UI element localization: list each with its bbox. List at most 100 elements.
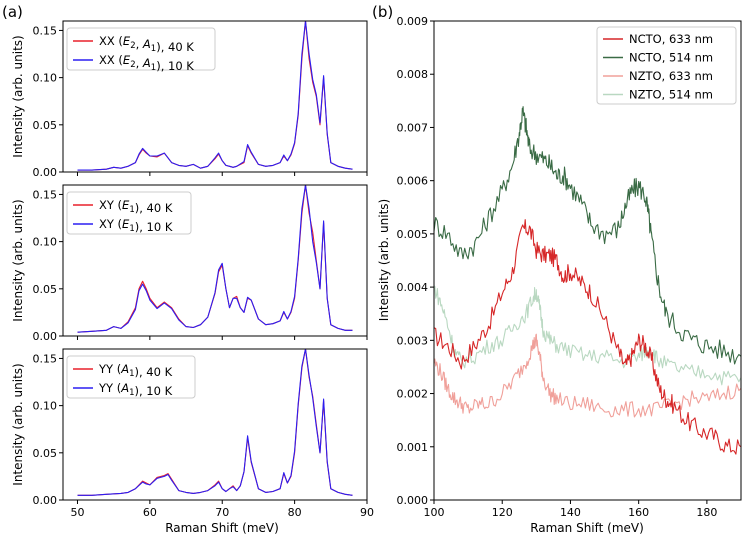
legend-label-xx-0: XX (E2, A1), 40 K	[99, 34, 194, 54]
legend-label-part: ,	[136, 56, 143, 70]
x-tick-label-b: 100	[424, 506, 445, 519]
x-tick-label-b: 120	[492, 506, 513, 519]
legend-label-part: ), 40 K	[156, 40, 194, 54]
legend-label-xy-1: XY (E1), 10 K	[99, 217, 173, 234]
y-tick-label-xy: 0.10	[33, 236, 58, 249]
y-axis-title-yy: Intensity (arb. units)	[11, 363, 25, 485]
legend-label-part: ), 10 K	[135, 384, 173, 398]
legend-label-xx-1: XX (E2, A1), 10 K	[99, 53, 194, 73]
x-tick-label: 80	[288, 506, 302, 519]
y-tick-label-xy: 0.00	[33, 330, 58, 343]
legend-label-part: XY (	[99, 217, 122, 231]
y-tick-label-yy: 0.10	[33, 400, 58, 413]
y-tick-label-b: 0.006	[397, 175, 429, 188]
a-x-axis-title: Raman Shift (meV)	[165, 521, 279, 535]
legend-label-part: 1	[151, 44, 156, 54]
legend-label-part: 1	[151, 63, 156, 73]
series-line-b-0	[434, 219, 741, 455]
y-tick-label-xy: 0.05	[33, 283, 58, 296]
legend-label-part: A	[142, 56, 151, 70]
legend-label-part: 1	[129, 205, 134, 215]
legend-label-yy-0: YY (A1), 40 K	[98, 362, 173, 379]
legend-label-xy-0: XY (E1), 40 K	[99, 198, 173, 215]
legend-label-part: XX (	[99, 34, 123, 48]
plot-frame-xy	[62, 184, 368, 337]
series-line-yy-1	[77, 349, 353, 496]
legend-label-part: YY (	[98, 362, 121, 376]
y-tick-label-yy: 0.00	[33, 494, 58, 507]
y-tick-label-xx: 0.05	[33, 119, 58, 132]
y-tick-label-b: 0.004	[397, 281, 429, 294]
legend-label-part: ), 40 K	[135, 365, 173, 379]
legend-label-part: A	[120, 381, 129, 395]
legend-label-b-3: NZTO, 514 nm	[629, 88, 713, 102]
x-tick-label-b: 180	[696, 506, 717, 519]
legend-label-part: ,	[136, 37, 143, 51]
legend-label-part: E	[122, 198, 130, 212]
legend-label-part: ), 40 K	[135, 201, 173, 215]
subplot-yy: 0.00 0.05 0.10 0.15 50 60 70 80 90 Intensity (arb…	[11, 348, 374, 519]
legend-label-part: 1	[129, 224, 134, 234]
y-tick-label-xx: 0.15	[33, 24, 58, 37]
y-tick-label-b: 0.003	[397, 334, 429, 347]
legend-label-part: 1	[129, 369, 134, 379]
plot-frame-xx	[62, 20, 368, 173]
y-tick-label-b: 0.007	[397, 121, 429, 134]
y-tick-label-xx: 0.00	[33, 166, 58, 179]
legend-label-part: A	[120, 362, 129, 376]
legend-label-part: A	[142, 37, 151, 51]
y-tick-label-b: 0.000	[397, 494, 429, 507]
b-x-axis-title: Raman Shift (meV)	[530, 521, 644, 535]
y-tick-label-b: 0.001	[397, 441, 429, 454]
y-tick-label-b: 0.005	[397, 228, 429, 241]
y-tick-label-yy: 0.15	[33, 352, 58, 365]
b-y-axis-title: Intensity (arb. units)	[377, 199, 391, 321]
x-tick-label: 60	[143, 506, 157, 519]
series-line-xy-1	[77, 185, 353, 333]
plot-frame-yy	[62, 348, 368, 501]
legend-label-part: 1	[129, 388, 134, 398]
legend-label-part: 2	[130, 60, 135, 70]
legend-box-yy	[66, 355, 196, 399]
legend-label-part: YY (	[98, 381, 121, 395]
x-tick-label: 90	[360, 506, 374, 519]
series-line-b-2	[434, 333, 741, 418]
legend-label-part: XY (	[99, 198, 122, 212]
legend-label-part: E	[123, 34, 131, 48]
subplot-xx: 0.00 0.05 0.10 0.15 Intensity (arb. units) XX…	[11, 20, 368, 179]
y-tick-label-xy: 0.15	[33, 188, 58, 201]
y-axis-title-xy: Intensity (arb. units)	[11, 199, 25, 321]
legend-label-part: 2	[130, 41, 135, 51]
legend-label-part: XX (	[99, 53, 123, 67]
legend-label-b-0: NCTO, 633 nm	[629, 32, 713, 46]
plot-frame-b	[433, 20, 742, 501]
y-tick-label-b: 0.008	[397, 68, 429, 81]
legend-label-part: E	[122, 217, 130, 231]
y-axis-title-xx: Intensity (arb. units)	[11, 35, 25, 157]
series-line-b-3	[434, 285, 741, 386]
x-tick-label: 70	[215, 506, 229, 519]
x-tick-label: 50	[70, 506, 84, 519]
panel-label-a: (a)	[2, 3, 23, 21]
y-tick-label-b: 0.002	[397, 388, 429, 401]
legend-box-xx	[66, 27, 216, 71]
legend-label-part: E	[123, 53, 131, 67]
legend-box-xy	[66, 191, 192, 235]
legend-label-b-2: NZTO, 633 nm	[629, 69, 713, 83]
y-tick-label-yy: 0.05	[33, 447, 58, 460]
subplot-xy: 0.00 0.05 0.10 0.15 Intensity (arb. units) XY…	[11, 184, 368, 343]
y-tick-label-b: 0.009	[397, 15, 429, 28]
x-tick-label-b: 160	[628, 506, 649, 519]
y-tick-label-xx: 0.10	[33, 72, 58, 85]
series-line-b-1	[434, 106, 741, 365]
plot-panel-b: 0.000 0.001 0.002 0.003 0.004 0.005 0.006 0.007…	[397, 15, 742, 519]
legend-label-b-1: NCTO, 514 nm	[629, 51, 713, 65]
legend-label-yy-1: YY (A1), 10 K	[98, 381, 173, 398]
legend-label-part: ), 10 K	[156, 59, 194, 73]
x-tick-label-b: 140	[560, 506, 581, 519]
legend-box-b	[596, 26, 737, 105]
series-line-xx-1	[77, 21, 353, 171]
legend-label-part: ), 10 K	[135, 220, 173, 234]
panel-label-b: (b)	[372, 3, 393, 21]
